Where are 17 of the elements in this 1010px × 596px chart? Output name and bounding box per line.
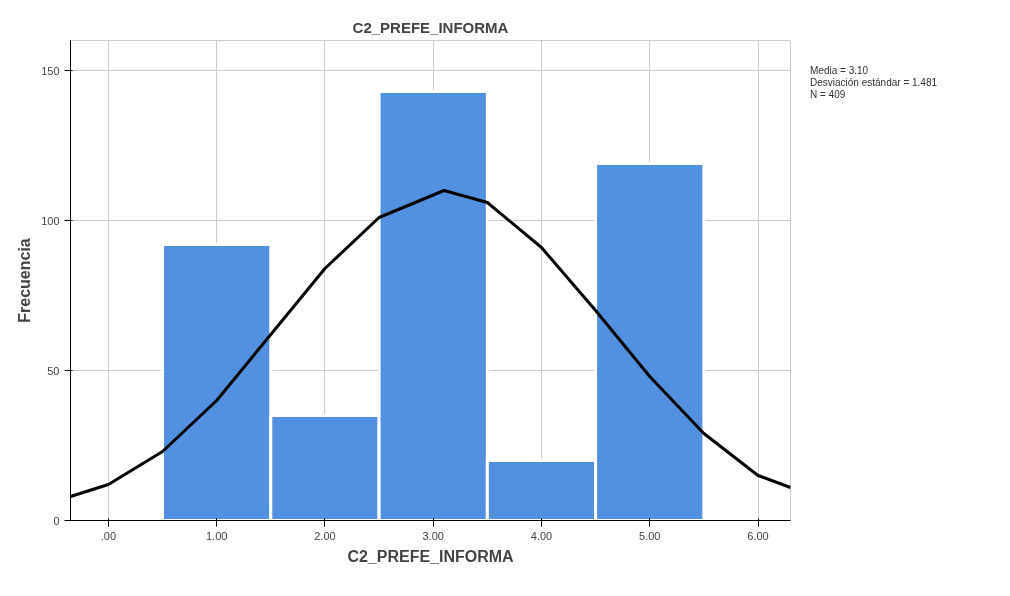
x-tick-label: 2.00 [314,529,336,542]
x-tick-label: 3.00 [422,529,444,542]
text: N = 409 [810,89,846,101]
x-tick-label: 6.00 [747,529,769,542]
y-tick-label: 150 [41,64,60,77]
x-tick-label: 1.00 [205,529,228,542]
text: Desviación estándar = 1.481 [810,77,938,89]
y-tick-label: 50 [47,364,60,377]
y-tick-label: 0 [53,514,60,527]
y-axis-title: Frecuencia [16,238,34,323]
text: Media = 3.10 [810,65,869,77]
chart-title: C2_PREFE_INFORMA [352,18,509,36]
x-tick-label: .00 [100,529,117,542]
x-tick-label: 5.00 [639,529,661,542]
x-tick-label: 4.00 [530,529,553,542]
x-axis-title: C2_PREFE_INFORMA [347,547,515,565]
y-tick-label: 100 [41,214,60,227]
